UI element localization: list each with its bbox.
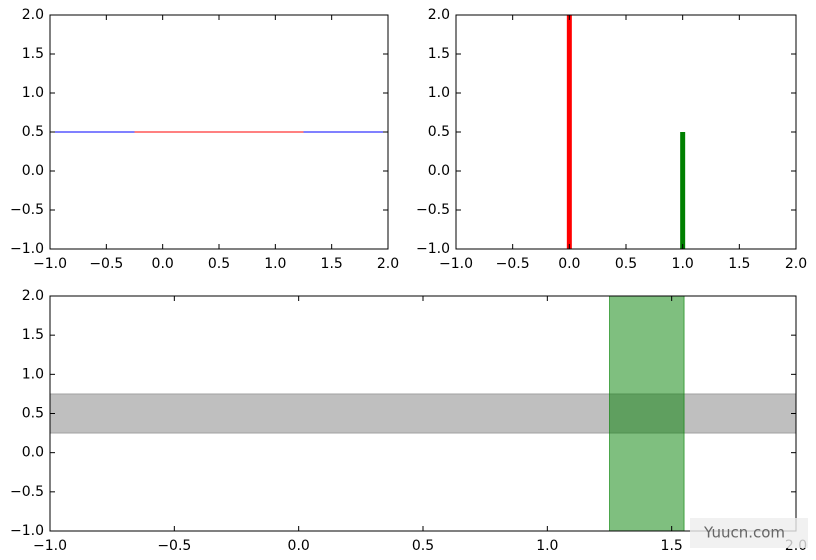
- watermark: Yuucn.com: [703, 524, 785, 542]
- y-tick-label: 1.5: [22, 46, 44, 62]
- x-tick-label: 1.5: [728, 256, 750, 272]
- y-tick-label: 0.0: [22, 445, 44, 461]
- watermark-bg: [690, 518, 808, 548]
- y-tick-label: 1.0: [22, 366, 44, 382]
- y-tick-label: 0.0: [22, 163, 44, 179]
- x-tick-label: −1.0: [439, 256, 473, 272]
- x-tick-label: −0.5: [89, 256, 123, 272]
- y-tick-label: 0.5: [22, 406, 44, 422]
- x-tick-label: 2.0: [377, 256, 399, 272]
- axes-frame: [455, 14, 797, 250]
- y-tick-label: 0.5: [22, 124, 44, 140]
- y-tick-label: 1.5: [22, 327, 44, 343]
- y-tick-label: 2.0: [22, 7, 44, 23]
- subplot: −1.0 −0.5 0.0 0.5 1.0 1.5 2.0 −1.0 −0.5 0.0 0.5 1.0…: [10, 7, 399, 272]
- y-tick-label: −0.5: [10, 202, 44, 218]
- x-tick-label: 1.5: [661, 538, 683, 554]
- span: [609, 295, 685, 532]
- x-tick-label: −1.0: [33, 256, 67, 272]
- y-tick-label: 2.0: [22, 288, 44, 304]
- x-tick-label: 1.0: [672, 256, 694, 272]
- x-tick-label: 0.5: [412, 538, 434, 554]
- x-tick-label: 1.0: [264, 256, 286, 272]
- y-tick-label: −1.0: [10, 241, 44, 257]
- x-tick-label: 0.5: [208, 256, 230, 272]
- y-tick-label: 1.0: [22, 85, 44, 101]
- y-tick-label: 0.5: [428, 124, 450, 140]
- y-tick-label: 1.0: [428, 85, 450, 101]
- x-tick-label: 1.5: [321, 256, 343, 272]
- x-tick-label: 2.0: [785, 256, 807, 272]
- x-tick-label: 0.0: [558, 256, 580, 272]
- y-tick-label: 2.0: [428, 7, 450, 23]
- x-tick-label: 0.0: [288, 538, 310, 554]
- subplot: −1.0 −0.5 0.0 0.5 1.0 1.5 2.0 −1.0 −0.5 0.0 0.5 1.0…: [416, 7, 807, 272]
- y-tick-label: 0.0: [428, 163, 450, 179]
- y-tick-label: −1.0: [416, 241, 450, 257]
- x-tick-label: 0.0: [152, 256, 174, 272]
- subplot: −1.0 −0.5 0.0 0.5 1.0 1.5 2.0 −1.0 −0.5 0.0 0.5 1.0…: [10, 288, 807, 554]
- x-tick-label: 1.0: [536, 538, 558, 554]
- x-tick-label: −0.5: [496, 256, 530, 272]
- y-tick-label: −1.0: [10, 523, 44, 539]
- y-tick-label: −0.5: [10, 484, 44, 500]
- x-tick-label: 0.5: [615, 256, 637, 272]
- x-tick-label: −1.0: [33, 538, 67, 554]
- y-tick-label: −0.5: [416, 202, 450, 218]
- y-tick-label: 1.5: [428, 46, 450, 62]
- x-tick-label: −0.5: [157, 538, 191, 554]
